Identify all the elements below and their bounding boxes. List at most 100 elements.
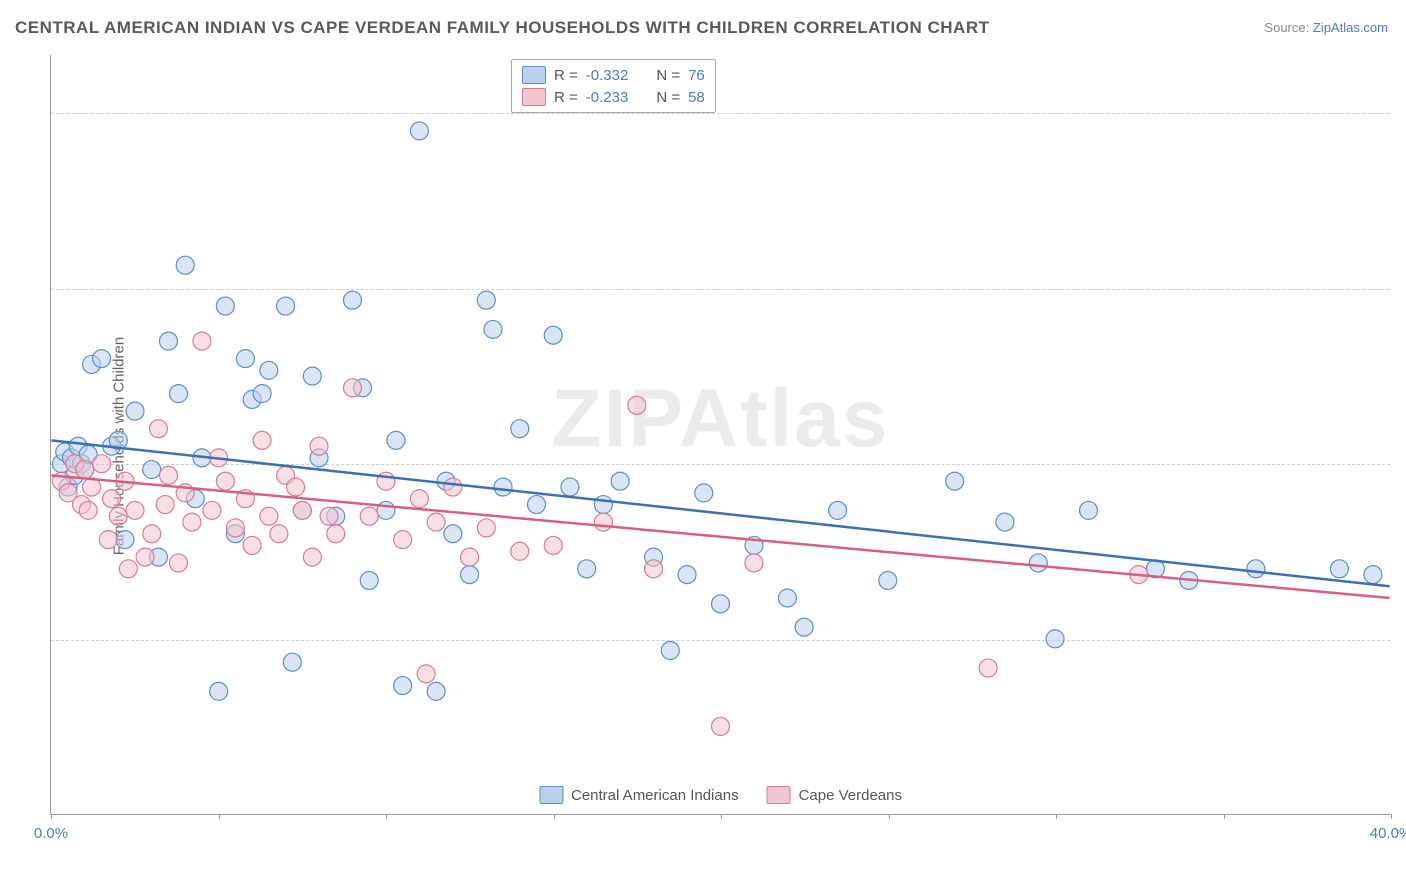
scatter-point	[444, 478, 462, 496]
scatter-point	[103, 490, 121, 508]
scatter-point	[343, 379, 361, 397]
scatter-point	[417, 665, 435, 683]
x-tick	[1391, 814, 1392, 819]
scatter-point	[410, 122, 428, 140]
scatter-point	[183, 513, 201, 531]
scatter-point	[1080, 501, 1098, 519]
scatter-point	[484, 320, 502, 338]
x-tick	[386, 814, 387, 819]
scatter-point	[410, 490, 428, 508]
scatter-svg	[51, 55, 1390, 814]
scatter-point	[360, 571, 378, 589]
scatter-point	[143, 461, 161, 479]
scatter-point	[156, 496, 174, 514]
scatter-point	[528, 496, 546, 514]
chart-title: CENTRAL AMERICAN INDIAN VS CAPE VERDEAN …	[15, 18, 990, 38]
scatter-point	[283, 653, 301, 671]
scatter-point	[126, 402, 144, 420]
scatter-point	[320, 507, 338, 525]
scatter-point	[236, 350, 254, 368]
n-value: 58	[688, 89, 705, 106]
scatter-point	[277, 297, 295, 315]
scatter-point	[979, 659, 997, 677]
x-tick	[1224, 814, 1225, 819]
trend-line	[51, 440, 1389, 586]
legend-series-label: Cape Verdeans	[799, 787, 902, 804]
scatter-point	[210, 682, 228, 700]
scatter-point	[544, 326, 562, 344]
scatter-point	[360, 507, 378, 525]
scatter-point	[79, 501, 97, 519]
scatter-point	[193, 332, 211, 350]
x-tick	[1056, 814, 1057, 819]
scatter-point	[511, 542, 529, 560]
scatter-point	[695, 484, 713, 502]
scatter-point	[310, 437, 328, 455]
scatter-point	[1330, 560, 1348, 578]
x-tick	[889, 814, 890, 819]
x-tick	[219, 814, 220, 819]
scatter-point	[578, 560, 596, 578]
scatter-point	[712, 595, 730, 613]
scatter-point	[260, 507, 278, 525]
scatter-point	[1029, 554, 1047, 572]
x-tick-label: 0.0%	[34, 825, 68, 842]
r-value: -0.233	[586, 89, 629, 106]
scatter-point	[594, 513, 612, 531]
r-value: -0.332	[586, 67, 629, 84]
scatter-point	[170, 554, 188, 572]
scatter-point	[477, 291, 495, 309]
legend-stat-row: R =-0.332N =76	[522, 64, 705, 86]
legend-stat-row: R = -0.233 N = 58	[522, 86, 705, 108]
scatter-point	[712, 717, 730, 735]
scatter-point	[159, 466, 177, 484]
legend-swatch	[767, 786, 791, 804]
x-tick	[554, 814, 555, 819]
scatter-point	[287, 478, 305, 496]
source-label: Source:	[1264, 20, 1309, 35]
x-tick	[51, 814, 52, 819]
scatter-point	[216, 472, 234, 490]
scatter-point	[444, 525, 462, 543]
scatter-point	[303, 367, 321, 385]
plot-area: ZIPAtlas R =-0.332N =76R =-0.233N =58 Ce…	[50, 55, 1390, 815]
scatter-point	[387, 431, 405, 449]
scatter-point	[511, 420, 529, 438]
legend-series-item: Cape Verdeans	[767, 786, 902, 804]
scatter-point	[427, 682, 445, 700]
scatter-point	[645, 560, 663, 578]
scatter-point	[795, 618, 813, 636]
scatter-point	[879, 571, 897, 589]
legend-swatch	[522, 88, 546, 106]
scatter-point	[628, 396, 646, 414]
n-label: N =	[656, 89, 680, 106]
series-legend: Central American Indians Cape Verdeans	[539, 786, 902, 804]
scatter-point	[594, 496, 612, 514]
scatter-point	[377, 501, 395, 519]
scatter-point	[76, 461, 94, 479]
source-attribution: Source: ZipAtlas.com	[1264, 20, 1388, 35]
legend-series-label: Central American Indians	[571, 787, 739, 804]
scatter-point	[159, 332, 177, 350]
legend-swatch	[522, 66, 546, 84]
scatter-point	[678, 566, 696, 584]
source-link[interactable]: ZipAtlas.com	[1313, 20, 1388, 35]
scatter-point	[136, 548, 154, 566]
scatter-point	[544, 536, 562, 554]
scatter-point	[461, 566, 479, 584]
scatter-point	[143, 525, 161, 543]
scatter-point	[661, 642, 679, 660]
x-tick-label: 40.0%	[1370, 825, 1406, 842]
scatter-point	[149, 420, 167, 438]
scatter-point	[260, 361, 278, 379]
scatter-point	[394, 677, 412, 695]
scatter-point	[243, 536, 261, 554]
scatter-point	[93, 350, 111, 368]
scatter-point	[119, 560, 137, 578]
scatter-point	[494, 478, 512, 496]
r-label: R =	[554, 89, 578, 106]
scatter-point	[829, 501, 847, 519]
scatter-point	[226, 519, 244, 537]
n-value: 76	[688, 67, 705, 84]
scatter-point	[126, 501, 144, 519]
